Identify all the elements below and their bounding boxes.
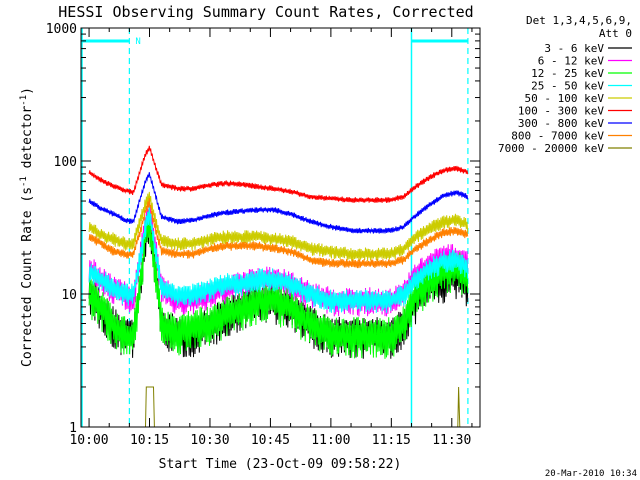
- x-tick-label: 10:00: [69, 433, 108, 448]
- y-tick-label: 100: [54, 155, 77, 170]
- chart-title: HESSI Observing Summary Count Rates, Cor…: [58, 3, 473, 21]
- legend-label: 50 - 100 keV: [525, 92, 605, 105]
- plot-area: N 1 10 100 1000 10:00 10:15 10:30 10:45 11:00 11:1…: [46, 22, 481, 448]
- x-tick-label: 11:00: [311, 433, 350, 448]
- timestamp: 20-Mar-2010 10:34: [545, 469, 637, 479]
- saa-flag-label: N: [135, 37, 140, 47]
- y-axis-label: Corrected Count Rate (s-1 detector-1): [19, 87, 35, 367]
- series-line-8: [145, 386, 461, 428]
- series-line-7: [88, 197, 469, 269]
- x-tick-label: 10:15: [130, 433, 169, 448]
- series-line-6: [88, 172, 469, 235]
- x-tick-label: 11:15: [372, 433, 411, 448]
- y-tick-label: 1: [69, 421, 77, 436]
- legend-label: 800 - 7000 keV: [511, 130, 604, 143]
- series-line-4: [88, 191, 469, 262]
- series-line-5: [88, 145, 469, 203]
- y-tick-label: 1000: [46, 22, 77, 37]
- legend-label: 100 - 300 keV: [518, 105, 604, 118]
- x-tick-label: 10:30: [190, 433, 229, 448]
- legend-label: 7000 - 20000 keV: [498, 142, 604, 155]
- legend-label: 6 - 12 keV: [538, 55, 605, 68]
- x-axis-label: Start Time (23-Oct-09 09:58:22): [159, 457, 402, 472]
- legend-label: 300 - 800 keV: [518, 117, 604, 130]
- x-tick-label: 11:30: [432, 433, 471, 448]
- legend-label: 3 - 6 keV: [544, 42, 604, 55]
- legend-header-detectors: Det 1,3,4,5,6,9,: [526, 14, 632, 27]
- series-line-3: [88, 206, 469, 313]
- legend-header-attenuator: Att 0: [599, 27, 632, 40]
- legend-label: 25 - 50 keV: [531, 80, 604, 93]
- y-tick-label: 10: [61, 288, 77, 303]
- legend-label: 12 - 25 keV: [531, 67, 604, 80]
- x-tick-label: 10:45: [251, 433, 290, 448]
- plot-frame: [80, 27, 481, 428]
